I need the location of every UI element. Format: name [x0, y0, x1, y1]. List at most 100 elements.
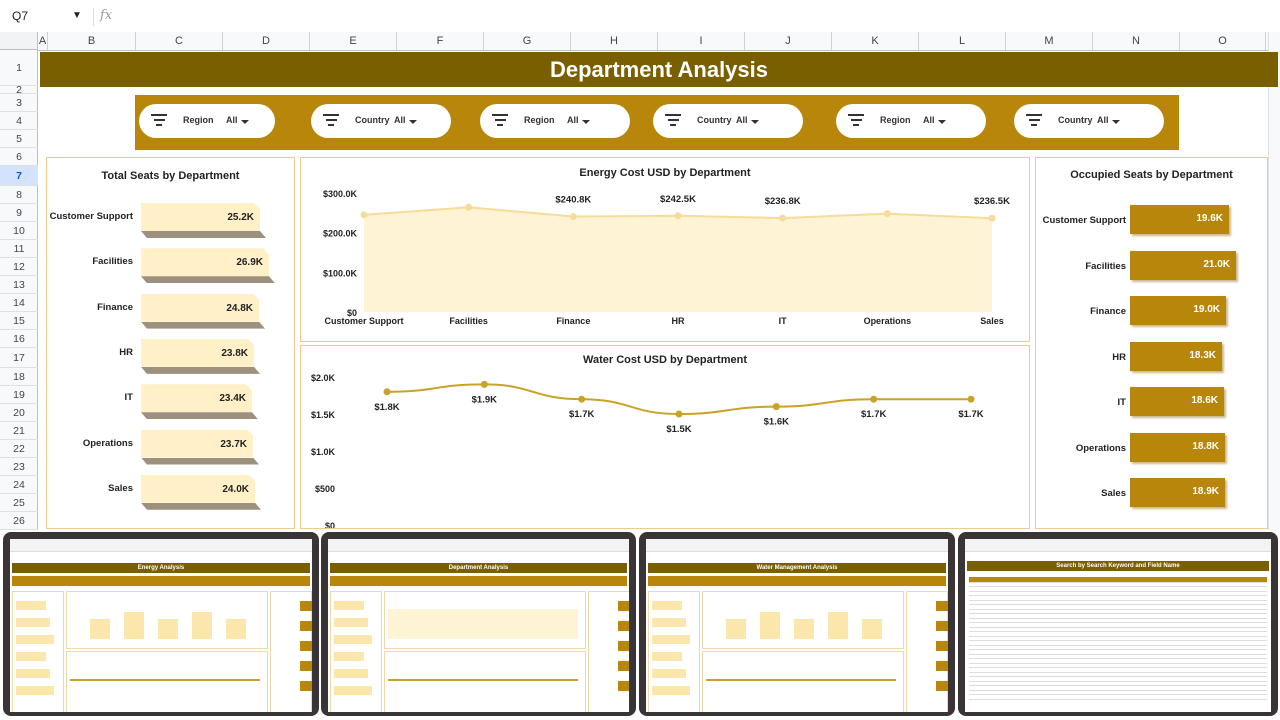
chevron-down-icon[interactable] — [241, 120, 249, 124]
row-header-16[interactable]: 16 — [0, 330, 38, 348]
bar-face — [141, 474, 255, 503]
column-header-e[interactable]: E — [310, 32, 397, 50]
thumbnail-bar — [760, 612, 780, 639]
column-header-l[interactable]: L — [919, 32, 1006, 50]
row-header-11[interactable]: 11 — [0, 240, 38, 258]
filter-value[interactable]: All — [394, 115, 406, 125]
row-header-20[interactable]: 20 — [0, 404, 38, 422]
row-header-17[interactable]: 17 — [0, 348, 38, 368]
name-box[interactable]: Q7 ▼ — [6, 6, 86, 26]
column-header-g[interactable]: G — [484, 32, 571, 50]
row-header-8[interactable]: 8 — [0, 186, 38, 204]
row-header-14[interactable]: 14 — [0, 294, 38, 312]
bar-value-label: 19.0K — [1193, 304, 1220, 315]
row-header-2[interactable]: 2 — [0, 85, 38, 95]
row-header-9[interactable]: 9 — [0, 204, 38, 222]
table-header-row — [969, 577, 1267, 582]
column-header-f[interactable]: F — [397, 32, 484, 50]
column-header-d[interactable]: D — [223, 32, 310, 50]
row-header-24[interactable]: 24 — [0, 476, 38, 494]
row-header-6[interactable]: 6 — [0, 148, 38, 166]
chevron-down-icon[interactable] — [938, 120, 946, 124]
column-header-i[interactable]: I — [658, 32, 745, 50]
filter-region-1[interactable]: Region All — [139, 104, 275, 138]
select-all-corner[interactable] — [0, 32, 38, 50]
row-header-13[interactable]: 13 — [0, 276, 38, 294]
thumbnail-bar — [652, 635, 690, 644]
filter-region-3[interactable]: Region All — [480, 104, 630, 138]
row-header-22[interactable]: 22 — [0, 440, 38, 458]
table-row-line — [969, 613, 1267, 614]
filter-region-5[interactable]: Region All — [836, 104, 986, 138]
table-row-line — [969, 626, 1267, 628]
thumbnail-screen: Search by Search Keyword and Field Name — [965, 539, 1271, 712]
chevron-down-icon[interactable]: ▼ — [72, 10, 82, 21]
row-header-4[interactable]: 4 — [0, 112, 38, 130]
y-tick-label: $0 — [325, 521, 335, 528]
bar-value-label: 19.6K — [1196, 213, 1223, 224]
x-tick-label: HR — [672, 316, 685, 326]
water-line-chart: $2.0K $1.5K $1.0K $500 $0 $1.8K $1.9K $1.7K $1.5… — [311, 373, 984, 528]
filter-value[interactable]: All — [567, 115, 579, 125]
filter-value[interactable]: All — [226, 115, 238, 125]
water-value-label: $1.7K — [861, 409, 886, 420]
energy-point — [883, 210, 891, 218]
column-header-b[interactable]: B — [48, 32, 136, 50]
column-header-k[interactable]: K — [832, 32, 919, 50]
chevron-down-icon[interactable] — [1112, 120, 1120, 124]
chevron-down-icon[interactable] — [409, 120, 417, 124]
dashboard-thumbnail-1[interactable]: Energy Analysis — [3, 532, 319, 716]
filter-country-4[interactable]: Country All — [653, 104, 803, 138]
thumbnail-bar — [192, 612, 212, 639]
row-header-21[interactable]: 21 — [0, 422, 38, 440]
filter-country-2[interactable]: Country All — [311, 104, 451, 138]
thumbnail-screen: Department Analysis — [328, 539, 629, 712]
row-header-23[interactable]: 23 — [0, 458, 38, 476]
row-header-15[interactable]: 15 — [0, 312, 38, 330]
row-header-10[interactable]: 10 — [0, 222, 38, 240]
dashboard-thumbnail-3[interactable]: Water Management Analysis — [639, 532, 955, 716]
x-tick-label: Sales — [980, 316, 1004, 326]
bar-category-label: Finance — [97, 301, 133, 313]
dashboard-thumbnail-4[interactable]: Search by Search Keyword and Field Name — [958, 532, 1278, 716]
thumbnail-bar — [936, 661, 948, 671]
row-header-1[interactable]: 1 — [0, 50, 38, 86]
y-tick-label: $100.0K — [323, 268, 358, 278]
chevron-down-icon[interactable] — [582, 120, 590, 124]
thumbnail-bar — [90, 619, 110, 639]
water-value-label: $1.6K — [764, 417, 789, 428]
vertical-scrollbar[interactable] — [1268, 32, 1280, 530]
filter-value[interactable]: All — [1097, 115, 1109, 125]
bar-value-label: 25.2K — [227, 212, 254, 223]
row-header-7[interactable]: 7 — [0, 166, 38, 186]
thumbnail-bar — [794, 619, 814, 639]
row-header-25[interactable]: 25 — [0, 494, 38, 512]
row-header-5[interactable]: 5 — [0, 130, 38, 148]
column-header-h[interactable]: H — [571, 32, 658, 50]
row-header-19[interactable]: 19 — [0, 386, 38, 404]
column-header-o[interactable]: O — [1180, 32, 1266, 50]
bar-value-label: 18.3K — [1189, 349, 1216, 361]
row-header-18[interactable]: 18 — [0, 368, 38, 386]
filter-country-6[interactable]: Country All — [1014, 104, 1164, 138]
energy-point — [988, 214, 996, 222]
y-tick-label: $1.5K — [311, 410, 336, 420]
column-header-c[interactable]: C — [136, 32, 223, 50]
filter-value[interactable]: All — [736, 115, 748, 125]
thumbnail-title: Energy Analysis — [12, 563, 310, 573]
dashboard-thumbnail-2[interactable]: Department Analysis — [321, 532, 636, 716]
row-header-3[interactable]: 3 — [0, 94, 38, 112]
thumbnail-screen: Water Management Analysis — [646, 539, 948, 712]
column-header-m[interactable]: M — [1006, 32, 1093, 50]
water-point — [480, 380, 488, 388]
column-header-n[interactable]: N — [1093, 32, 1180, 50]
bar-category-label: Sales — [1101, 488, 1126, 499]
column-header-j[interactable]: J — [745, 32, 832, 50]
table-row-line — [969, 617, 1267, 619]
row-header-12[interactable]: 12 — [0, 258, 38, 276]
column-header-a[interactable]: A — [38, 32, 48, 50]
filter-value[interactable]: All — [923, 115, 935, 125]
energy-point — [569, 212, 577, 220]
row-header-26[interactable]: 26 — [0, 512, 38, 530]
chevron-down-icon[interactable] — [751, 120, 759, 124]
